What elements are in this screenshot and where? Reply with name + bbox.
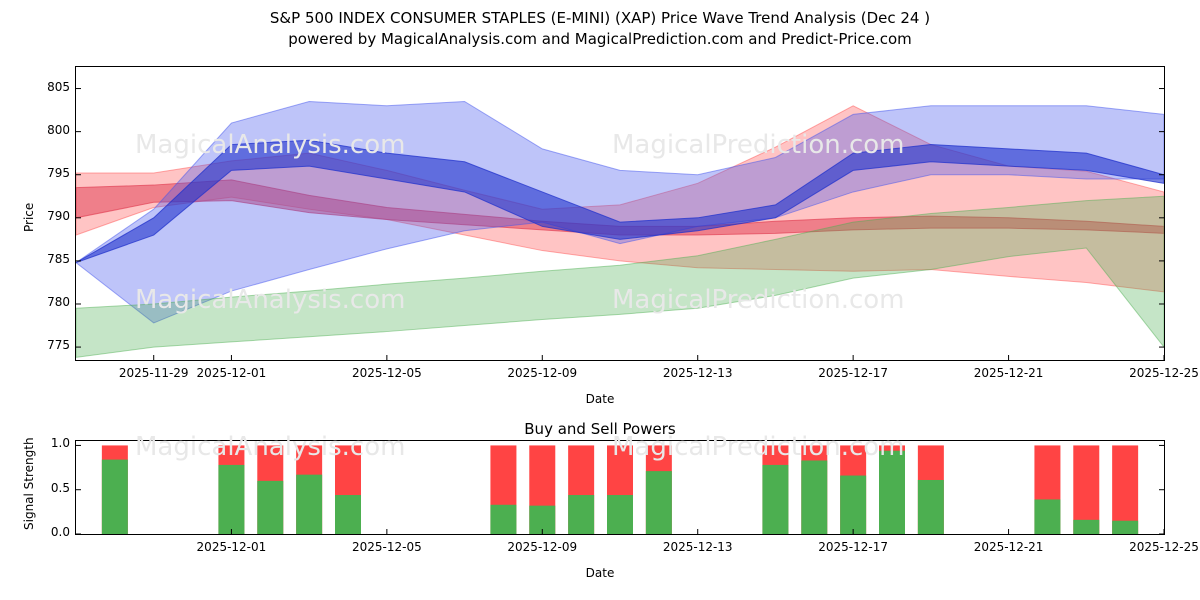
chart-title-block: S&P 500 INDEX CONSUMER STAPLES (E-MINI) … bbox=[0, 8, 1200, 50]
buy-power-bar bbox=[879, 450, 905, 534]
y-tick: 800 bbox=[47, 122, 70, 137]
band-red-inner-band bbox=[76, 179, 1164, 236]
buy-power-bar bbox=[101, 459, 128, 534]
y-tick: 780 bbox=[47, 294, 70, 309]
buy-sell-powers-plot bbox=[75, 440, 1165, 535]
lower-chart-title: Buy and Sell Powers bbox=[524, 420, 676, 438]
x-tick: 2025-12-25 bbox=[1129, 366, 1199, 380]
y-tick: 805 bbox=[47, 79, 70, 94]
x-tick: 2025-12-01 bbox=[196, 366, 267, 380]
x-tick: 2025-12-05 bbox=[351, 540, 422, 554]
buy-power-bar bbox=[296, 474, 323, 534]
buy-power-bar bbox=[762, 464, 789, 534]
buy-power-bar bbox=[335, 495, 361, 534]
buy-power-bar bbox=[218, 464, 245, 534]
buy-power-bar bbox=[840, 475, 867, 534]
page-title: S&P 500 INDEX CONSUMER STAPLES (E-MINI) … bbox=[269, 9, 931, 27]
y-tick: 0.0 bbox=[50, 525, 70, 539]
y-tick: 785 bbox=[47, 251, 70, 266]
sell-power-bar bbox=[1112, 445, 1139, 534]
y-tick: 795 bbox=[47, 165, 70, 180]
x-tick: 2025-12-21 bbox=[973, 540, 1044, 554]
band-blue-inner-band bbox=[76, 139, 1164, 264]
lower-x-axis-label: Date bbox=[585, 566, 615, 580]
x-tick: 2025-12-13 bbox=[662, 366, 733, 380]
x-tick: 2025-12-01 bbox=[196, 540, 267, 554]
buy-power-bar bbox=[490, 504, 517, 534]
x-tick: 2025-12-05 bbox=[351, 366, 422, 380]
buy-power-bar bbox=[645, 471, 672, 534]
x-tick: 2025-12-25 bbox=[1129, 540, 1199, 554]
x-tick: 2025-12-09 bbox=[507, 540, 578, 554]
buy-power-bar bbox=[1073, 519, 1100, 534]
x-tick: 2025-12-17 bbox=[818, 366, 889, 380]
buy-power-bar bbox=[1034, 499, 1061, 534]
x-tick: 2025-11-29 bbox=[118, 366, 189, 380]
y-tick: 0.5 bbox=[50, 480, 70, 495]
buy-power-bar bbox=[607, 495, 633, 534]
sell-power-bar bbox=[1073, 445, 1100, 534]
upper-x-axis-label: Date bbox=[585, 392, 615, 406]
buy-power-bar bbox=[568, 495, 595, 534]
y-tick: 1.0 bbox=[50, 436, 70, 451]
buy-power-bar bbox=[1112, 520, 1139, 534]
x-tick: 2025-12-13 bbox=[662, 540, 733, 554]
lower-y-axis-label: Signal Strength bbox=[22, 437, 36, 530]
upper-y-axis-label: Price bbox=[22, 202, 36, 232]
y-tick: 790 bbox=[47, 208, 70, 223]
band-green-band bbox=[76, 195, 1164, 358]
price-wave-trend-plot bbox=[75, 66, 1165, 361]
y-tick: 775 bbox=[47, 338, 70, 353]
x-tick: 2025-12-21 bbox=[973, 366, 1044, 380]
x-tick: 2025-12-09 bbox=[507, 366, 578, 380]
buy-power-bar bbox=[917, 479, 944, 534]
buy-power-bar bbox=[801, 460, 828, 534]
buy-power-bar bbox=[257, 480, 284, 534]
x-tick: 2025-12-17 bbox=[818, 540, 889, 554]
page-subtitle: powered by MagicalAnalysis.com and Magic… bbox=[288, 30, 912, 48]
